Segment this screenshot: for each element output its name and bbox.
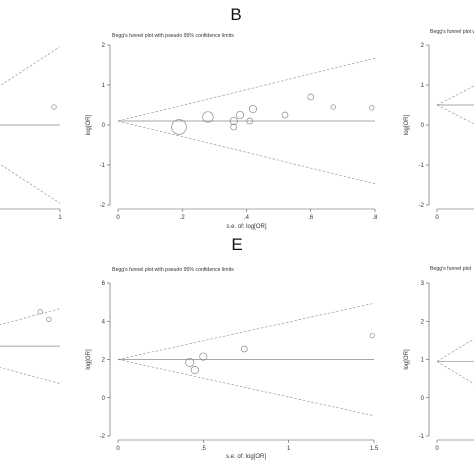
upper-confidence-limit — [0, 308, 61, 326]
y-tick-label: 1 — [421, 358, 425, 364]
y-tick-label: -1 — [419, 163, 425, 169]
y-axis-label: log[OR] — [86, 349, 92, 370]
panel-e: Begg's funnel plot with pseudo 95% confi… — [86, 267, 379, 460]
study-point — [51, 104, 57, 110]
study-point — [369, 105, 375, 111]
study-point — [246, 117, 254, 125]
lower-confidence-limit — [0, 367, 61, 384]
panel-right-top: Begg's funnel plot with pseudo 95% confi… — [404, 29, 474, 221]
plot-title: Begg's funnel plot with pseudo 95% confi… — [430, 29, 474, 35]
study-point — [281, 111, 289, 119]
panel-right-bottom: Begg's funnel plot -1 0 1 2 3 log[OR] 0 — [404, 266, 474, 452]
panel-letter-b: B — [230, 5, 241, 24]
y-tick-label: 0 — [421, 123, 425, 129]
y-tick-label: 0 — [102, 123, 106, 129]
x-tick-label: .6 — [308, 215, 314, 221]
x-axis-label: s.e. of: log[OR] — [226, 454, 266, 460]
x-tick-label: .5 — [201, 446, 207, 452]
y-tick-label: -1 — [100, 163, 106, 169]
study-point — [330, 104, 336, 110]
y-tick-label: -2 — [100, 434, 106, 440]
x-tick-label: 1.5 — [370, 446, 379, 452]
plot-title: Begg's funnel plot — [430, 266, 472, 272]
lower-confidence-limit — [436, 361, 474, 385]
x-tick-label: 0 — [116, 215, 120, 221]
y-axis-label: log[OR] — [404, 114, 410, 135]
x-tick-label: 0 — [435, 215, 439, 221]
study-point — [199, 352, 208, 361]
study-point — [202, 111, 214, 123]
y-tick-label: 4 — [102, 319, 106, 325]
study-point — [37, 309, 44, 315]
study-point — [230, 123, 237, 131]
y-tick-label: 2 — [102, 43, 106, 49]
y-tick-label: -2 — [419, 203, 425, 209]
panel-b: Begg's funnel plot with pseudo 95% confi… — [86, 33, 378, 230]
y-tick-label: 0 — [421, 396, 425, 402]
x-tick-label: 1 — [287, 446, 291, 452]
y-tick-label: -2 — [100, 203, 106, 209]
study-point — [236, 110, 245, 120]
y-axis-label: log[OR] — [404, 349, 410, 370]
panel-left-bottom — [0, 308, 61, 384]
study-point — [240, 345, 248, 353]
y-tick-label: 3 — [421, 281, 425, 287]
lower-confidence-limit — [117, 120, 376, 185]
plot-title: Begg's funnel plot with pseudo 95% confi… — [112, 267, 234, 273]
x-tick-label: 0 — [116, 446, 120, 452]
panel-letter-e: E — [231, 235, 242, 254]
lower-confidence-limit — [436, 104, 474, 125]
study-point — [369, 332, 375, 339]
upper-confidence-limit — [436, 85, 474, 106]
y-tick-label: 6 — [102, 281, 106, 287]
study-point — [248, 104, 257, 114]
study-point — [46, 316, 52, 322]
y-tick-label: -1 — [419, 434, 425, 440]
lower-confidence-limit — [0, 163, 61, 204]
y-tick-label: 0 — [102, 396, 106, 402]
upper-confidence-limit — [117, 302, 375, 360]
study-point — [171, 119, 187, 135]
y-axis-label: log[OR] — [86, 114, 92, 135]
y-tick-label: 1 — [102, 83, 106, 89]
study-point — [229, 116, 238, 126]
upper-confidence-limit — [0, 46, 61, 87]
lower-confidence-limit — [117, 359, 375, 417]
study-point — [190, 365, 199, 375]
study-point — [185, 357, 195, 367]
x-tick-label: .4 — [244, 215, 250, 221]
plot-title: Begg's funnel plot with pseudo 95% confi… — [112, 33, 234, 39]
y-tick-label: 2 — [102, 358, 106, 364]
study-point — [307, 93, 315, 101]
upper-confidence-limit — [117, 57, 376, 122]
x-tick-label: .2 — [180, 215, 186, 221]
x-tick-label: 0 — [435, 446, 439, 452]
x-tick-label: .8 — [372, 215, 378, 221]
upper-confidence-limit — [436, 338, 474, 362]
y-tick-label: 2 — [421, 319, 425, 325]
panel-left-top: 1 — [0, 46, 62, 221]
y-tick-label: 2 — [421, 43, 425, 49]
y-tick-label: 1 — [421, 83, 425, 89]
x-axis-label: s.e. of: log[OR] — [226, 224, 266, 230]
x-tick-label: 1 — [58, 215, 62, 221]
